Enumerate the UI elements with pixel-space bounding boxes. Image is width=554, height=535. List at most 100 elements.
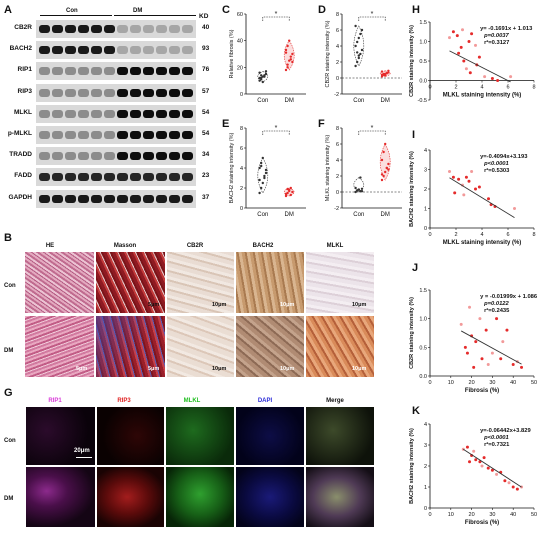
histology-masson-dm (96, 316, 165, 377)
violin-point-dm (288, 189, 291, 193)
scatter-point (462, 59, 466, 63)
if-dapi-con (236, 407, 304, 465)
scalebar-masson-con: 5μm (148, 302, 160, 308)
violin-point-dm (382, 174, 385, 178)
western-blot: CB2R 40 BACH2 93 RIP1 76 RIP3 57 MLKL 54 p-MLKL 54 T… (0, 0, 220, 208)
blot-band (39, 109, 50, 118)
blot-band (130, 173, 141, 182)
scatter-x-tick-label: 4 (480, 232, 483, 238)
if-rip1-dm (26, 467, 95, 527)
blot-band (117, 25, 128, 33)
scatter-y-label: BACH2 staining intensity (%) (409, 428, 415, 504)
violin-shape-dm (283, 40, 295, 71)
scatter-x-tick-label: 8 (532, 85, 535, 91)
violin-point-con (360, 187, 364, 190)
scatter-point (490, 351, 494, 355)
violin-point-con (263, 174, 266, 178)
blot-band (130, 131, 141, 139)
blot-band (117, 46, 128, 55)
violin-point-dm (284, 192, 288, 196)
blot-band (104, 46, 115, 55)
blot-kd-tradd: 34 (202, 151, 210, 159)
scatter-point (465, 445, 469, 449)
blot-band (130, 152, 141, 161)
violin-point-con (356, 51, 359, 54)
blot-band (78, 109, 89, 118)
scatter-x-tick-label: 30 (489, 380, 495, 386)
scatter-r2: r²=0.3127 (484, 39, 509, 46)
blot-kd-bach2: 93 (202, 45, 210, 53)
scatter-y-tick-label: 0.5 (419, 345, 427, 351)
violin-point-con (354, 190, 357, 194)
violin-y-label: CB2R staining intensity (%) (325, 20, 331, 87)
scalebar-cb2r-con: 10μm (212, 302, 227, 308)
blot-band (65, 25, 76, 33)
scatter-point (490, 77, 494, 81)
scatter-point (495, 317, 499, 321)
scatter-x-tick-label: 40 (510, 380, 516, 386)
violin-point-con (264, 168, 268, 172)
blot-band (52, 152, 63, 161)
scatter-point (468, 305, 472, 309)
scatter-point (499, 357, 503, 361)
blot-label-bach2: BACH2 (9, 45, 32, 53)
blot-band (143, 173, 154, 182)
scatter-point (468, 460, 472, 464)
violin-point-dm (382, 150, 385, 154)
violin-shape-con (257, 157, 269, 194)
scatter-point (501, 340, 505, 344)
blot-band (169, 25, 180, 33)
blot-band (104, 67, 115, 76)
histology-cb2r-con (167, 252, 234, 313)
scatter-y-tick-label: 2 (424, 187, 427, 193)
blot-strip-gapdh (36, 189, 196, 208)
histology-mlkl-con (306, 252, 374, 313)
scalebar-bach2-dm: 10μm (280, 366, 295, 372)
violin-y-tick-label: 4 (336, 158, 339, 164)
if-rip3-dm (97, 467, 164, 527)
if-dapi-dm (236, 467, 304, 527)
violin-point-dm (288, 59, 291, 62)
blot-strip-rip3 (36, 83, 196, 102)
if-rip1-con (26, 407, 95, 465)
blot-band (52, 25, 63, 33)
histology-col-mlkl: MLKL (326, 243, 344, 249)
scatter-y-tick-label: 4 (424, 148, 427, 154)
scatter-x-tick-label: 10 (448, 380, 454, 386)
violin-point-dm (288, 39, 291, 42)
scatter-point (470, 32, 474, 36)
violin-point-con (258, 71, 261, 74)
violin-point-dm (384, 74, 387, 77)
blot-group-dm: DM (133, 8, 143, 14)
blot-strip-fadd (36, 168, 196, 187)
violin-point-dm (284, 48, 288, 52)
violin-point-con (360, 190, 364, 193)
scatter-point (505, 328, 509, 332)
blot-band (52, 194, 63, 203)
histology-mlkl-dm (306, 316, 374, 377)
scatter-point (467, 179, 471, 183)
panel-label-b: B (4, 232, 12, 244)
blot-band (117, 109, 128, 118)
scatter-point (451, 30, 455, 34)
blot-band (169, 131, 180, 139)
scatter-point (478, 317, 482, 321)
scatter-y-tick-label: 0 (424, 226, 427, 232)
violin-y-tick-label: 4 (240, 166, 243, 172)
blot-strip-bach2 (36, 41, 196, 60)
blot-band (182, 46, 193, 55)
violin-point-con (258, 191, 261, 195)
violin-point-dm (284, 51, 288, 54)
blot-label-rip1: RIP1 (17, 66, 32, 74)
scatter-point (464, 67, 468, 71)
violin-point-dm (286, 187, 289, 191)
blot-band (39, 173, 50, 182)
blot-band (39, 25, 50, 33)
scatter-x-tick-label: 8 (532, 232, 535, 238)
blot-label-fadd: FADD (14, 172, 32, 180)
violin-point-con (357, 54, 360, 57)
violin-point-dm (380, 178, 384, 182)
scatter-point (484, 328, 488, 332)
blot-band (78, 131, 89, 139)
blot-band (65, 67, 76, 76)
